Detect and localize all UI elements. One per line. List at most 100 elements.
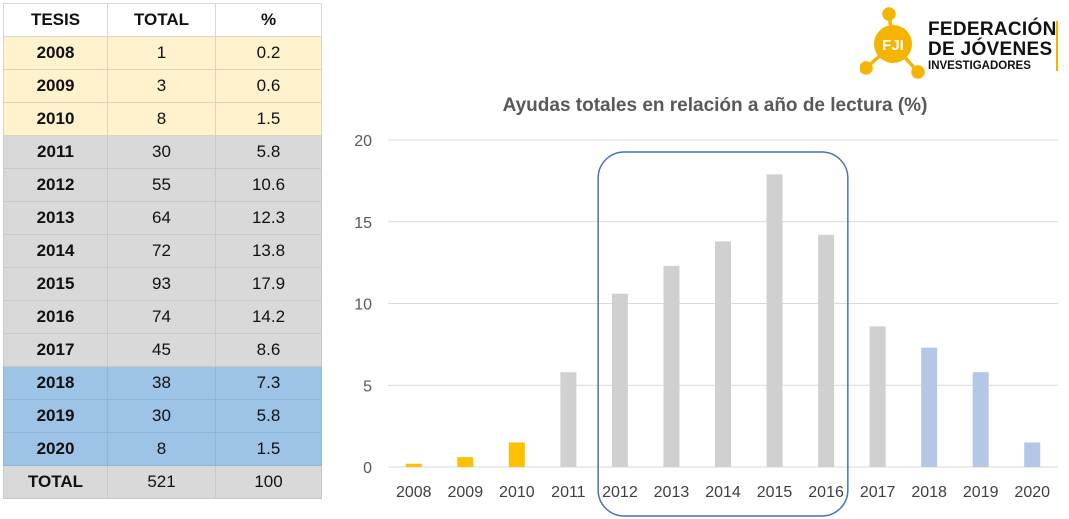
fji-logo: FJI FEDERACIÓN DE JÓVENES INVESTIGADORES [859, 6, 1065, 81]
cell-percent: 7.3 [215, 366, 322, 400]
bar-2011 [560, 372, 577, 467]
cell-percent: 8.6 [215, 333, 322, 367]
table-row: 2016 74 14.2 [3, 300, 322, 334]
table-row: 2015 93 17.9 [3, 267, 322, 301]
bar-2009 [457, 457, 474, 467]
y-tick-label: 0 [363, 460, 372, 477]
bar-2013 [663, 265, 680, 467]
bar-2014 [715, 241, 731, 467]
tesis-table: TESIS TOTAL % 2008 1 0.2 2009 3 0.6 2010 8 1.5 20… [3, 3, 322, 499]
cell-total: 8 [107, 432, 216, 466]
table-row: 2012 55 10.6 [3, 168, 322, 202]
header-total: TOTAL [107, 3, 216, 37]
cell-year: 2017 [3, 333, 108, 367]
table-total-row: TOTAL 521 100 [3, 465, 322, 499]
fji-logo-mark: FJI [859, 7, 925, 79]
x-tick-label-2009: 2009 [448, 484, 484, 501]
logo-text: FEDERACIÓN DE JÓVENES INVESTIGADORES [928, 20, 1057, 73]
bar-2008 [405, 463, 422, 467]
x-tick-label-2012: 2012 [602, 484, 638, 501]
table-row: 2014 72 13.8 [3, 234, 322, 268]
table-row: 2020 8 1.5 [3, 432, 322, 466]
cell-year: 2020 [3, 432, 108, 466]
y-tick-label: 20 [354, 133, 372, 150]
cell-percent: 12.3 [215, 201, 322, 235]
header-percent: % [215, 3, 322, 37]
header-tesis: TESIS [3, 3, 108, 37]
cell-total: 30 [107, 399, 216, 433]
highlight-box [597, 151, 849, 517]
cell-total: 72 [107, 234, 216, 268]
bar-2010 [508, 442, 525, 467]
bar-2015 [766, 174, 783, 467]
logo-line-2: DE JÓVENES [928, 39, 1053, 60]
logo-mark-text: FJI [882, 37, 904, 54]
bar-2016 [818, 234, 835, 467]
cell-total: 1 [107, 36, 216, 70]
cell-total: 45 [107, 333, 216, 367]
cell-percent: 0.2 [215, 36, 322, 70]
bar-2012 [611, 293, 628, 467]
data-table-container: TESIS TOTAL % 2008 1 0.2 2009 3 0.6 2010 8 1.5 20… [3, 3, 322, 499]
logo-line-3: INVESTIGADORES [928, 60, 1031, 72]
x-tick-label-2020: 2020 [1014, 484, 1050, 501]
bar-chart: Ayudas totales en relación a año de lect… [354, 95, 1058, 517]
x-tick-label-2018: 2018 [911, 484, 947, 501]
cell-year: 2008 [3, 36, 108, 70]
x-tick-label-2011: 2011 [551, 484, 586, 501]
table-row: 2019 30 5.8 [3, 399, 322, 433]
cell-percent: 14.2 [215, 300, 322, 334]
cell-percent: 17.9 [215, 267, 322, 301]
chart-title: Ayudas totales en relación a año de lect… [503, 95, 928, 116]
cell-year: 2019 [3, 399, 108, 433]
x-tick-label-2017: 2017 [860, 484, 896, 501]
cell-percent: 0.6 [215, 69, 322, 103]
cell-total: 93 [107, 267, 216, 301]
y-tick-label: 15 [354, 215, 372, 232]
table-row: 2010 8 1.5 [3, 102, 322, 136]
cell-year: 2012 [3, 168, 108, 202]
table-header-row: TESIS TOTAL % [3, 3, 322, 37]
y-tick-label: 5 [363, 378, 372, 395]
cell-total: 55 [107, 168, 216, 202]
x-tick-label-2019: 2019 [963, 484, 999, 501]
cell-total: 38 [107, 366, 216, 400]
total-count: 521 [107, 465, 216, 499]
cell-year: 2013 [3, 201, 108, 235]
cell-percent: 5.8 [215, 399, 322, 433]
cell-year: 2009 [3, 69, 108, 103]
cell-year: 2010 [3, 102, 108, 136]
x-tick-label-2010: 2010 [499, 484, 535, 501]
bar-2018 [921, 347, 938, 467]
cell-year: 2014 [3, 234, 108, 268]
cell-percent: 13.8 [215, 234, 322, 268]
cell-year: 2018 [3, 366, 108, 400]
x-tick-labels: 2008 2009 2010 2011 2012 2013 2014 2015 2016 2017… [396, 484, 1050, 501]
bar-2020 [1024, 442, 1041, 467]
logo-accent-bar [1056, 21, 1058, 71]
bar-2017 [869, 326, 886, 467]
cell-year: 2016 [3, 300, 108, 334]
cell-total: 30 [107, 135, 216, 169]
x-tick-label-2008: 2008 [396, 484, 432, 501]
y-tick-labels: 0 5 10 15 20 [354, 133, 372, 477]
table-row: 2011 30 5.8 [3, 135, 322, 169]
cell-total: 3 [107, 69, 216, 103]
table-row: 2017 45 8.6 [3, 333, 322, 367]
x-tick-label-2013: 2013 [654, 484, 690, 501]
x-tick-label-2015: 2015 [757, 484, 793, 501]
cell-percent: 5.8 [215, 135, 322, 169]
cell-total: 74 [107, 300, 216, 334]
cell-year: 2011 [3, 135, 108, 169]
table-body: 2008 1 0.2 2009 3 0.6 2010 8 1.5 2011 30 5.8 2012 55 1… [3, 36, 322, 499]
x-tick-label-2014: 2014 [705, 484, 741, 501]
bar-2019 [972, 372, 989, 467]
total-label: TOTAL [3, 465, 108, 499]
cell-percent: 10.6 [215, 168, 322, 202]
table-row: 2009 3 0.6 [3, 69, 322, 103]
y-tick-label: 10 [354, 297, 372, 314]
cell-year: 2015 [3, 267, 108, 301]
logo-line-1: FEDERACIÓN [928, 19, 1057, 40]
cell-total: 64 [107, 201, 216, 235]
cell-percent: 1.5 [215, 102, 322, 136]
